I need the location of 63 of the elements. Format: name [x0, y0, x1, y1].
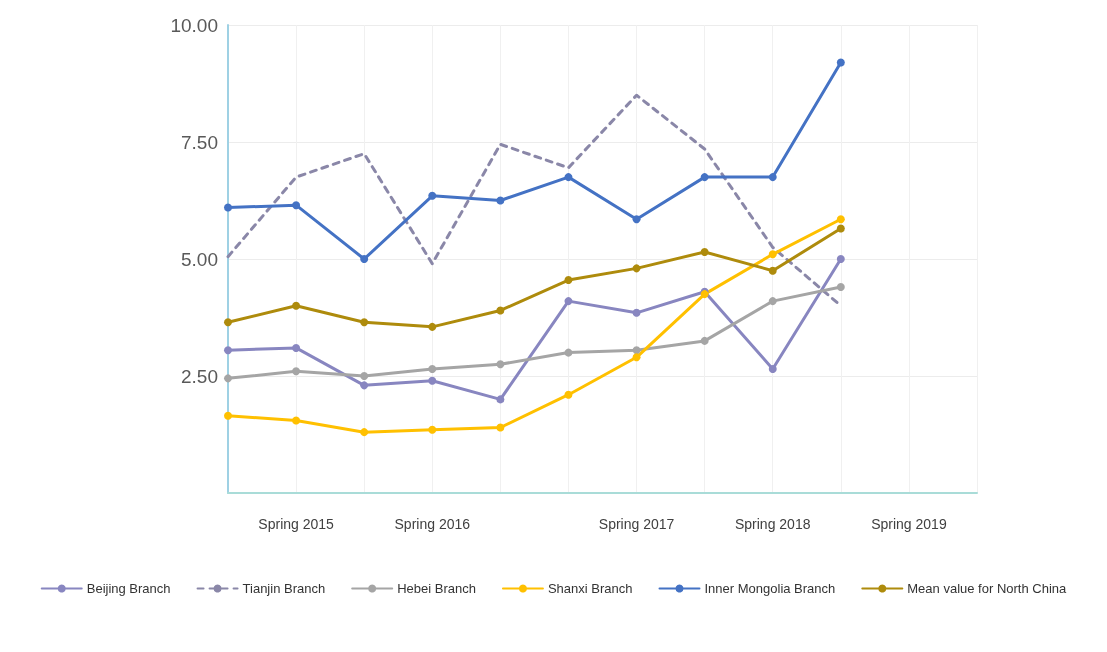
- legend-label: Hebei Branch: [397, 581, 476, 596]
- point: [496, 360, 505, 369]
- point: [292, 301, 301, 310]
- point: [564, 173, 573, 182]
- point: [564, 390, 573, 399]
- point: [700, 173, 709, 182]
- point: [632, 308, 641, 317]
- point: [360, 381, 369, 390]
- x-tick-label: Spring 2018: [734, 516, 811, 532]
- point: [360, 318, 369, 327]
- point: [768, 173, 777, 182]
- y-tick-label: 7.50: [181, 131, 218, 153]
- point: [768, 250, 777, 259]
- point: [360, 255, 369, 263]
- point: [836, 215, 845, 224]
- point: [632, 215, 641, 224]
- point: [632, 353, 641, 362]
- legend-label: Tianjin Branch: [242, 581, 326, 596]
- point: [768, 266, 777, 275]
- x-tick-label: Spring 2019: [871, 516, 947, 532]
- point: [360, 372, 369, 380]
- point: [768, 364, 777, 373]
- point: [292, 416, 301, 425]
- y-tick-label: 10.00: [170, 14, 218, 36]
- point: [564, 297, 573, 306]
- point: [836, 255, 845, 263]
- point: [292, 343, 301, 352]
- point: [496, 395, 505, 404]
- point: [292, 201, 301, 210]
- point: [360, 428, 369, 437]
- point: [836, 283, 845, 292]
- legend-label: Inner Mongolia Branch: [704, 581, 836, 596]
- point: [224, 411, 232, 420]
- point: [700, 247, 709, 256]
- point: [428, 376, 437, 385]
- point: [564, 276, 573, 285]
- point: [224, 346, 232, 355]
- point: [496, 306, 505, 315]
- point: [632, 346, 641, 355]
- legend-label: Mean value for North China: [907, 581, 1068, 596]
- point: [496, 423, 505, 432]
- point: [224, 203, 232, 212]
- point: [700, 336, 709, 345]
- point: [428, 322, 437, 331]
- point: [632, 264, 641, 273]
- legend-label: Beijing Branch: [86, 581, 171, 596]
- point: [292, 367, 301, 376]
- x-tick-label: Spring 2016: [394, 516, 471, 532]
- point: [224, 374, 232, 383]
- y-tick-label: 5.00: [181, 248, 218, 270]
- point: [496, 196, 505, 205]
- y-tick-label: 2.50: [181, 365, 218, 387]
- legend-label: Shanxi Branch: [547, 581, 633, 596]
- point: [428, 425, 437, 434]
- x-tick-label: Spring 2017: [598, 516, 675, 532]
- point: [836, 224, 845, 233]
- x-tick-label: Spring 2015: [258, 516, 335, 532]
- point: [836, 58, 845, 67]
- point: [428, 364, 437, 373]
- point: [564, 348, 573, 357]
- point: [428, 191, 437, 200]
- point: [768, 297, 777, 306]
- point: [224, 318, 232, 327]
